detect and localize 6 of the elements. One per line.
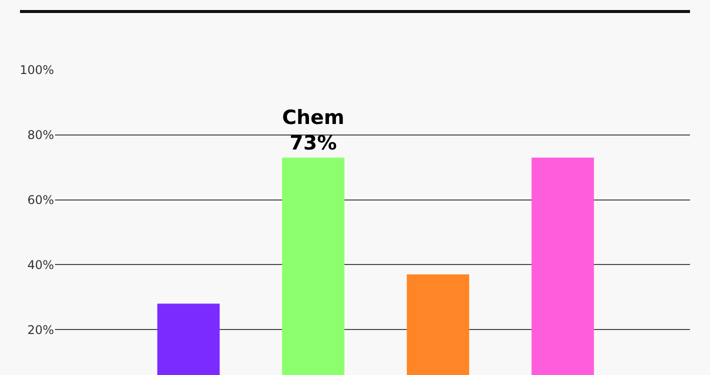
y-tick-label: 20%	[27, 322, 54, 337]
data-label: Chem 73%	[282, 106, 344, 155]
y-tick-label: 60%	[27, 192, 54, 207]
y-tick-label: 100%	[20, 63, 54, 78]
y-tick-label: 80%	[27, 128, 54, 142]
y-tick-label: 40%	[27, 258, 54, 272]
